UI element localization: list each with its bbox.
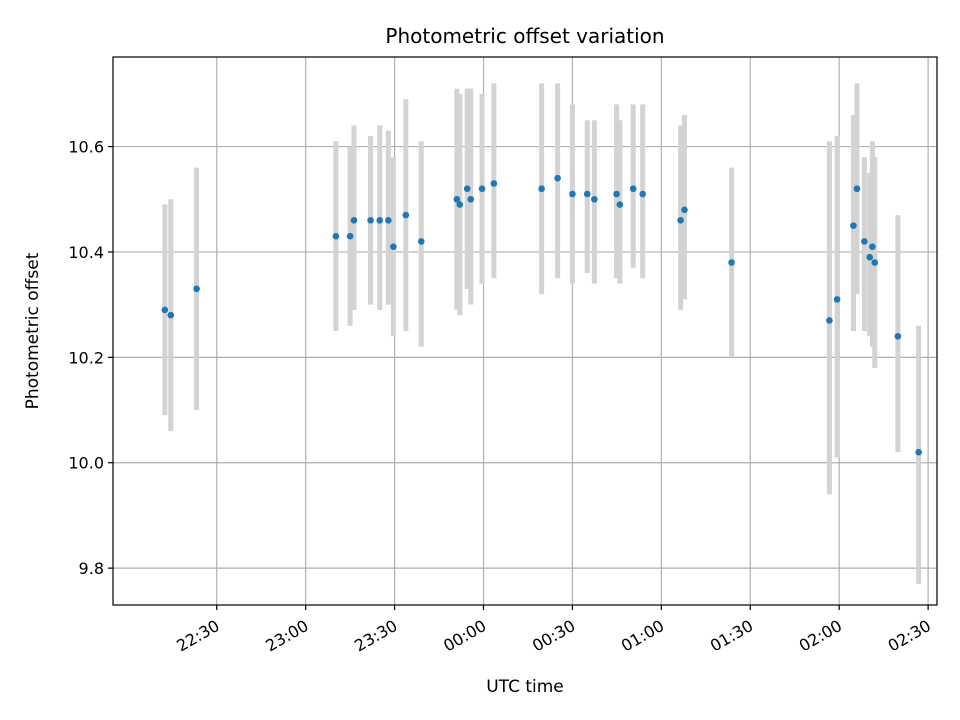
data-point (478, 185, 486, 193)
data-point (850, 222, 857, 229)
data-point (402, 211, 410, 219)
data-point (346, 232, 354, 240)
data-points (161, 174, 922, 456)
data-point (467, 195, 475, 203)
data-point (385, 217, 392, 224)
data-point (161, 306, 169, 314)
data-point (193, 285, 200, 293)
data-point (583, 190, 591, 198)
data-point (390, 243, 397, 250)
chart-title: Photometric offset variation (385, 24, 664, 48)
data-point (681, 206, 688, 214)
data-point (853, 185, 861, 193)
data-point (367, 217, 374, 224)
x-axis-label: UTC time (486, 677, 564, 697)
data-point (629, 185, 637, 193)
data-point (417, 238, 425, 245)
data-point (915, 448, 922, 456)
data-point (167, 311, 175, 319)
y-tick-label: 10.0 (68, 454, 104, 473)
data-point (613, 190, 620, 198)
data-point (677, 217, 684, 224)
data-point (463, 185, 471, 193)
data-point (861, 238, 868, 245)
data-point (453, 195, 461, 203)
data-point (616, 201, 624, 208)
y-tick-label: 10.6 (68, 138, 104, 157)
data-point (376, 217, 384, 224)
data-point (728, 259, 735, 266)
data-point (538, 185, 545, 193)
y-tick-label: 10.2 (68, 348, 104, 367)
data-point (869, 243, 876, 250)
data-point (490, 180, 498, 187)
data-point (639, 190, 646, 198)
data-point (591, 195, 598, 203)
data-point (332, 232, 340, 240)
data-point (826, 317, 833, 324)
data-point (871, 259, 879, 266)
data-point (866, 253, 874, 261)
data-point (350, 217, 358, 224)
data-point (456, 201, 464, 208)
y-axis-ticks: 9.8 10.0 10.2 10.4 10.6 (68, 138, 113, 578)
data-point (894, 332, 902, 340)
y-tick-label: 9.8 (79, 559, 104, 578)
y-tick-label: 10.4 (68, 243, 104, 262)
y-axis-label: Photometric offset (23, 252, 43, 409)
data-point (833, 296, 841, 303)
data-point (569, 190, 576, 198)
plot-frame (112, 56, 938, 606)
plot-area (113, 57, 937, 605)
data-point (554, 174, 561, 182)
